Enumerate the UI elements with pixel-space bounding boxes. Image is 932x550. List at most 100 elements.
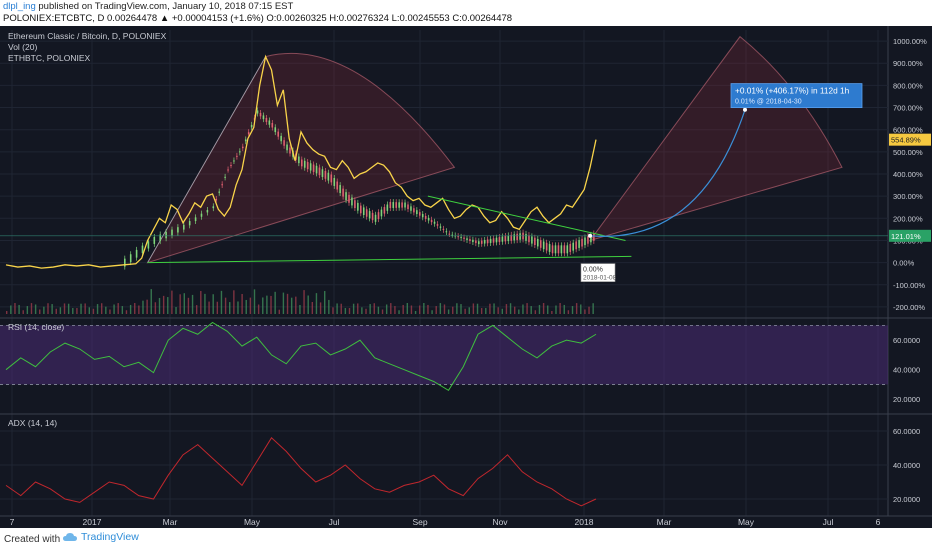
candle-body	[483, 240, 486, 244]
volume-bar	[361, 307, 363, 314]
volume-bar	[390, 303, 392, 314]
candle-body	[498, 237, 501, 243]
forecast-start-point	[588, 233, 593, 238]
origin-pct-text: 0.00%	[583, 267, 603, 274]
x-tick-label: 7	[10, 517, 15, 527]
forecast-label-box	[730, 83, 863, 109]
candle-body	[542, 241, 545, 250]
volume-bar	[480, 308, 483, 314]
candle-body	[551, 245, 554, 254]
x-tick-label: May	[738, 517, 755, 527]
adx-y-tick: 20.0000	[893, 495, 920, 504]
candle-body	[457, 236, 459, 238]
candle-body	[227, 169, 229, 171]
candle-body	[306, 162, 309, 170]
volume-bar	[257, 304, 260, 314]
candle-body	[271, 123, 274, 128]
volume-bar	[76, 308, 78, 314]
volume-bar	[571, 306, 574, 314]
y-tick-label: 500.00%	[893, 148, 923, 157]
candle-body	[398, 202, 400, 208]
support-trendline	[147, 255, 632, 264]
volume-bar	[286, 293, 289, 314]
author-link[interactable]: dlpl_ing	[3, 1, 36, 12]
volume-bar	[187, 297, 190, 314]
volume-bar	[146, 299, 148, 314]
volume-bar	[518, 309, 520, 314]
volume-bar	[410, 305, 413, 314]
volume-bar	[125, 310, 128, 314]
candle-body	[141, 245, 144, 254]
candle-body	[575, 241, 577, 250]
ethbtc-price-tag-text: 554.89%	[891, 136, 921, 145]
candle-body	[590, 234, 592, 243]
volume-legend: Vol (20)	[8, 42, 37, 52]
candle-body	[303, 160, 306, 168]
volume-bar	[55, 308, 57, 314]
candle-body	[218, 191, 220, 193]
tradingview-logo[interactable]: TradingView	[62, 531, 139, 543]
candle-body	[239, 151, 241, 153]
candle-body	[469, 239, 471, 241]
candle-body	[289, 147, 291, 154]
chart-area[interactable]: +0.01% (+406.17%) in 112d 1h 0.01% @ 2018…	[0, 26, 932, 528]
candle-body	[301, 159, 303, 167]
candle-body	[265, 117, 268, 122]
forecast-sub-text: 0.01% @ 2018-04-30	[735, 99, 802, 106]
volume-bar	[559, 303, 561, 314]
candle-body	[348, 194, 350, 203]
chart-svg[interactable]: +0.01% (+406.17%) in 112d 1h 0.01% @ 2018…	[0, 26, 932, 528]
rsi-y-tick: 40.0000	[893, 366, 920, 375]
candle-body	[537, 238, 539, 247]
candle-body	[475, 240, 477, 244]
candle-body	[171, 229, 173, 236]
y-tick-label: 0.00%	[893, 259, 915, 268]
volume-bar	[39, 309, 41, 314]
candle-body	[421, 214, 424, 218]
candle-body	[386, 204, 389, 211]
volume-bar	[563, 304, 565, 314]
volume-bar	[63, 303, 66, 314]
fan-right	[588, 35, 843, 242]
volume-bar	[121, 306, 124, 314]
volume-bar	[398, 310, 400, 314]
chart-title: Ethereum Classic / Bitcoin, D, POLONIEX	[8, 31, 167, 41]
volume-bar	[200, 290, 202, 314]
volume-bar	[129, 304, 132, 314]
etc-price-tag-text: 121.01%	[891, 232, 921, 241]
volume-bar	[344, 308, 347, 314]
y-tick-label: -200.00%	[893, 303, 925, 312]
volume-bar	[6, 311, 8, 314]
volume-bar	[96, 304, 99, 314]
candle-body	[233, 160, 235, 162]
candle-body	[124, 258, 126, 267]
candle-body	[416, 210, 418, 215]
volume-bar	[423, 303, 425, 314]
candle-body	[277, 131, 279, 137]
volume-bar	[183, 293, 185, 314]
candle-body	[221, 184, 223, 186]
volume-bar	[14, 303, 16, 314]
forecast-main-text: +0.01% (+406.17%) in 112d 1h	[735, 86, 850, 96]
candle-body	[147, 241, 150, 249]
candle-body	[560, 245, 563, 254]
candle-body	[528, 235, 530, 243]
candle-body	[247, 132, 250, 135]
volume-bar	[447, 309, 450, 314]
candle-body	[442, 228, 445, 230]
candle-body	[445, 231, 448, 233]
candle-body	[501, 236, 504, 242]
candle-body	[587, 236, 589, 244]
candle-body	[244, 139, 247, 142]
etc-price-tag	[889, 229, 931, 242]
volume-bar	[22, 310, 24, 314]
volume-bar	[575, 303, 578, 314]
volume-bar	[431, 310, 433, 314]
candle-body	[478, 241, 480, 245]
candle-body	[557, 245, 560, 254]
volume-bar	[59, 307, 62, 314]
volume-bar	[538, 304, 541, 314]
candle-body	[345, 192, 347, 201]
volume-bar	[365, 308, 367, 314]
volume-bar	[381, 309, 384, 314]
